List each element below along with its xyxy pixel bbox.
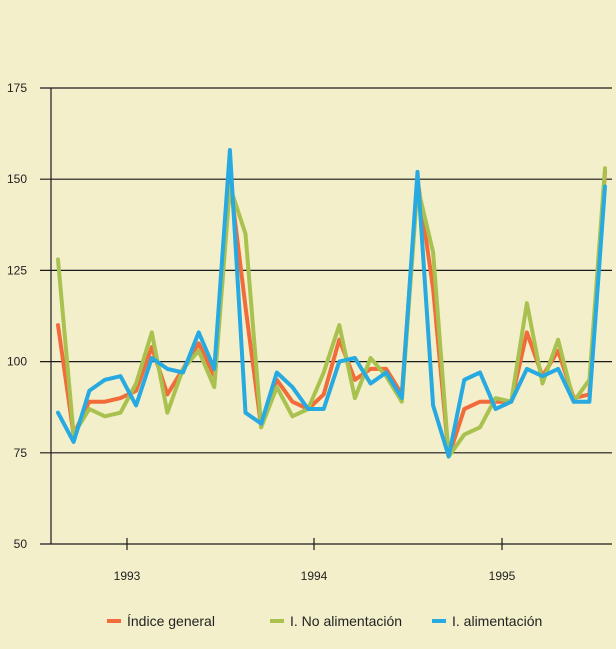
series-lines: [56, 148, 607, 459]
series-line-1: [56, 169, 607, 459]
legend: Índice general I. No alimentación I. alime…: [107, 613, 542, 629]
y-tick-label: 175: [7, 81, 27, 95]
legend-label: Índice general: [127, 613, 215, 629]
legend-label: I. alimentación: [452, 613, 542, 629]
legend-label: I. No alimentación: [290, 613, 402, 629]
series-line-3: [56, 148, 607, 459]
x-tick-label: 1994: [301, 569, 328, 583]
y-axis: 50 75 100 125 150 175: [7, 81, 52, 551]
y-tick-label: 75: [14, 446, 28, 460]
x-axis: 1993 1994 1995: [114, 538, 516, 583]
x-tick-label: 1995: [489, 569, 516, 583]
y-tick-label: 50: [14, 537, 28, 551]
x-tick-label: 1993: [114, 569, 141, 583]
y-tick-label: 150: [7, 172, 27, 186]
y-tick-label: 100: [7, 355, 27, 369]
y-tick-label: 125: [7, 263, 27, 277]
series-line-2: [56, 166, 607, 459]
